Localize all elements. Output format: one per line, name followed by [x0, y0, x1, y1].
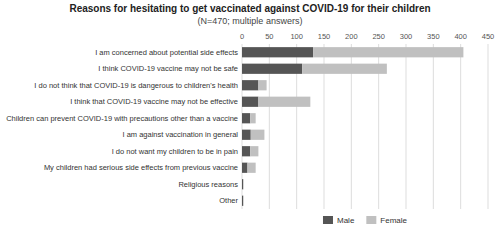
category-label: I think COVID-19 vaccine may not be safe — [98, 64, 238, 73]
legend: Male Female — [323, 216, 408, 225]
x-axis-ticks: 0 50 100 150 200 250 300 350 400 450 — [240, 32, 494, 41]
y-axis-labels: I am concerned about potential side effe… — [6, 48, 238, 206]
category-label: I do not want my children to be in pain — [112, 147, 238, 156]
category-label: Religious reasons — [178, 180, 238, 189]
bar — [258, 97, 310, 107]
x-tick-label: 400 — [454, 32, 467, 41]
bar — [250, 113, 255, 123]
category-label: Other — [219, 196, 238, 205]
bar — [242, 80, 258, 90]
category-label: My children had serious side effects fro… — [44, 163, 238, 172]
bar — [242, 146, 250, 156]
grid-line — [460, 44, 461, 209]
x-tick-label: 50 — [265, 32, 273, 41]
bar — [242, 163, 247, 173]
bar — [247, 163, 255, 173]
bar — [242, 97, 258, 107]
x-tick-label: 100 — [290, 32, 303, 41]
bar — [243, 196, 245, 206]
legend-swatch — [366, 216, 376, 224]
x-tick-label: 150 — [318, 32, 331, 41]
category-label: I do not think that COVID-19 is dangerou… — [34, 81, 238, 90]
bar — [242, 130, 251, 140]
grid-line — [488, 44, 489, 209]
category-label: Children can prevent COVID-19 with preca… — [6, 114, 238, 123]
subtitle: (N=470; multiple answers) — [198, 16, 303, 26]
category-label: I am against vaccination in general — [123, 130, 239, 139]
x-tick-label: 450 — [482, 32, 495, 41]
bar — [242, 47, 313, 57]
x-tick-label: 350 — [427, 32, 440, 41]
legend-swatch — [323, 216, 333, 224]
bars — [242, 47, 463, 206]
x-tick-label: 200 — [345, 32, 358, 41]
chart: Reasons for hesitating to get vaccinated… — [0, 0, 500, 229]
bar — [242, 179, 243, 189]
grid — [242, 44, 488, 209]
bar — [302, 64, 387, 74]
bar — [242, 196, 243, 206]
category-label: I think that COVID-19 vaccine may not be… — [70, 97, 238, 106]
legend-label: Female — [380, 216, 407, 225]
x-tick-label: 0 — [240, 32, 244, 41]
grid-line — [406, 44, 407, 209]
bar — [250, 146, 258, 156]
title: Reasons for hesitating to get vaccinated… — [69, 3, 430, 14]
x-tick-label: 300 — [400, 32, 413, 41]
bar — [313, 47, 463, 57]
bar — [243, 179, 245, 189]
category-label: I am concerned about potential side effe… — [95, 48, 238, 57]
bar — [251, 130, 265, 140]
bar — [242, 64, 302, 74]
bar — [242, 113, 250, 123]
grid-line — [433, 44, 434, 209]
bar — [258, 80, 266, 90]
legend-label: Male — [337, 216, 355, 225]
x-tick-label: 250 — [372, 32, 385, 41]
